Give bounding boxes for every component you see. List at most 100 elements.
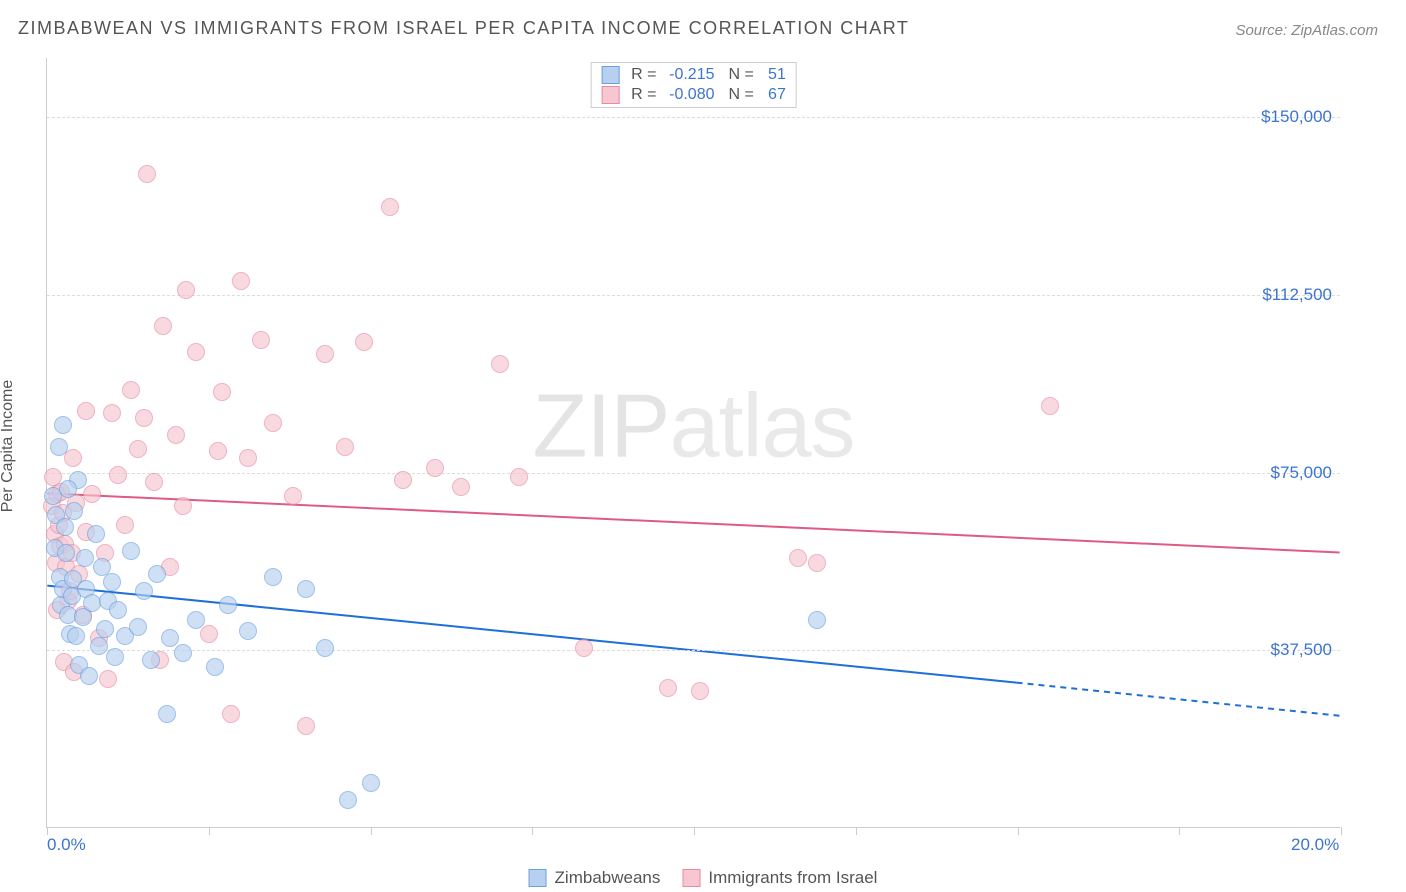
point-israel	[575, 639, 593, 657]
point-zimbabweans	[56, 518, 74, 536]
point-israel	[99, 670, 117, 688]
y-tick-label: $75,000	[1271, 463, 1332, 483]
n-value: 67	[756, 86, 786, 104]
point-israel	[284, 487, 302, 505]
correlation-stats-box: R =-0.215N =51R =-0.080N =67	[590, 62, 797, 108]
legend-label: Zimbabweans	[555, 868, 661, 888]
point-israel	[174, 497, 192, 515]
gridline-h	[47, 295, 1340, 296]
series-legend: Zimbabweans Immigrants from Israel	[529, 868, 878, 888]
point-zimbabweans	[122, 542, 140, 560]
point-zimbabweans	[76, 549, 94, 567]
gridline-h	[47, 473, 1340, 474]
y-tick-label: $37,500	[1271, 640, 1332, 660]
legend-item-zimbabweans: Zimbabweans	[529, 868, 661, 888]
point-israel	[200, 625, 218, 643]
legend-swatch-israel	[682, 869, 700, 887]
point-zimbabweans	[57, 544, 75, 562]
point-israel	[177, 281, 195, 299]
point-israel	[691, 682, 709, 700]
stats-row-israel: R =-0.080 N =67	[591, 85, 796, 105]
x-tick-label: 20.0%	[1291, 835, 1339, 855]
point-israel	[355, 333, 373, 351]
point-zimbabweans	[264, 568, 282, 586]
point-israel	[232, 272, 250, 290]
point-israel	[138, 165, 156, 183]
watermark: ZIPatlas	[532, 376, 854, 479]
point-zimbabweans	[67, 627, 85, 645]
point-zimbabweans	[339, 791, 357, 809]
x-tick	[1018, 827, 1019, 835]
x-tick	[1341, 827, 1342, 835]
point-israel	[77, 402, 95, 420]
point-israel	[336, 438, 354, 456]
swatch-israel	[601, 86, 619, 104]
point-israel	[491, 355, 509, 373]
point-israel	[252, 331, 270, 349]
trendlines-layer	[47, 58, 1340, 827]
r-label: R =	[631, 86, 656, 104]
watermark-bold: ZIP	[532, 377, 669, 477]
point-israel	[154, 317, 172, 335]
legend-label: Immigrants from Israel	[708, 868, 877, 888]
r-value: -0.080	[659, 86, 715, 104]
point-zimbabweans	[187, 611, 205, 629]
point-israel	[187, 343, 205, 361]
chart-title: ZIMBABWEAN VS IMMIGRANTS FROM ISRAEL PER…	[18, 18, 909, 39]
y-tick-label: $150,000	[1261, 107, 1332, 127]
point-israel	[452, 478, 470, 496]
x-tick-label: 0.0%	[47, 835, 86, 855]
point-zimbabweans	[96, 620, 114, 638]
point-zimbabweans	[206, 658, 224, 676]
point-israel	[239, 449, 257, 467]
x-tick	[856, 827, 857, 835]
point-israel	[1041, 397, 1059, 415]
trendline-israel	[47, 493, 1339, 552]
point-israel	[122, 381, 140, 399]
point-zimbabweans	[297, 580, 315, 598]
point-israel	[116, 516, 134, 534]
x-tick	[694, 827, 695, 835]
y-axis-title: Per Capita Income	[0, 380, 17, 513]
point-zimbabweans	[59, 480, 77, 498]
legend-item-israel: Immigrants from Israel	[682, 868, 877, 888]
point-zimbabweans	[80, 667, 98, 685]
point-zimbabweans	[54, 416, 72, 434]
point-zimbabweans	[158, 705, 176, 723]
swatch-zimbabweans	[601, 66, 619, 84]
watermark-light: atlas	[669, 377, 854, 477]
point-zimbabweans	[808, 611, 826, 629]
y-tick-label: $112,500	[1262, 285, 1332, 305]
r-label: R =	[631, 66, 656, 84]
n-value: 51	[756, 66, 786, 84]
x-tick	[209, 827, 210, 835]
point-israel	[264, 414, 282, 432]
point-zimbabweans	[103, 573, 121, 591]
point-israel	[135, 409, 153, 427]
point-zimbabweans	[129, 618, 147, 636]
n-label: N =	[729, 66, 754, 84]
n-label: N =	[729, 86, 754, 104]
point-israel	[103, 404, 121, 422]
point-israel	[297, 717, 315, 735]
point-zimbabweans	[219, 596, 237, 614]
point-israel	[83, 485, 101, 503]
point-israel	[426, 459, 444, 477]
gridline-h	[47, 117, 1340, 118]
point-israel	[213, 383, 231, 401]
plot-area: ZIPatlas R =-0.215N =51R =-0.080N =67 $3…	[46, 58, 1340, 828]
point-zimbabweans	[148, 565, 166, 583]
x-tick	[47, 827, 48, 835]
legend-swatch-zimbabweans	[529, 869, 547, 887]
point-israel	[209, 442, 227, 460]
gridline-h	[47, 650, 1340, 651]
point-israel	[510, 468, 528, 486]
point-zimbabweans	[65, 502, 83, 520]
point-israel	[64, 449, 82, 467]
point-israel	[167, 426, 185, 444]
x-tick	[532, 827, 533, 835]
point-israel	[808, 554, 826, 572]
point-israel	[129, 440, 147, 458]
point-zimbabweans	[87, 525, 105, 543]
point-zimbabweans	[142, 651, 160, 669]
